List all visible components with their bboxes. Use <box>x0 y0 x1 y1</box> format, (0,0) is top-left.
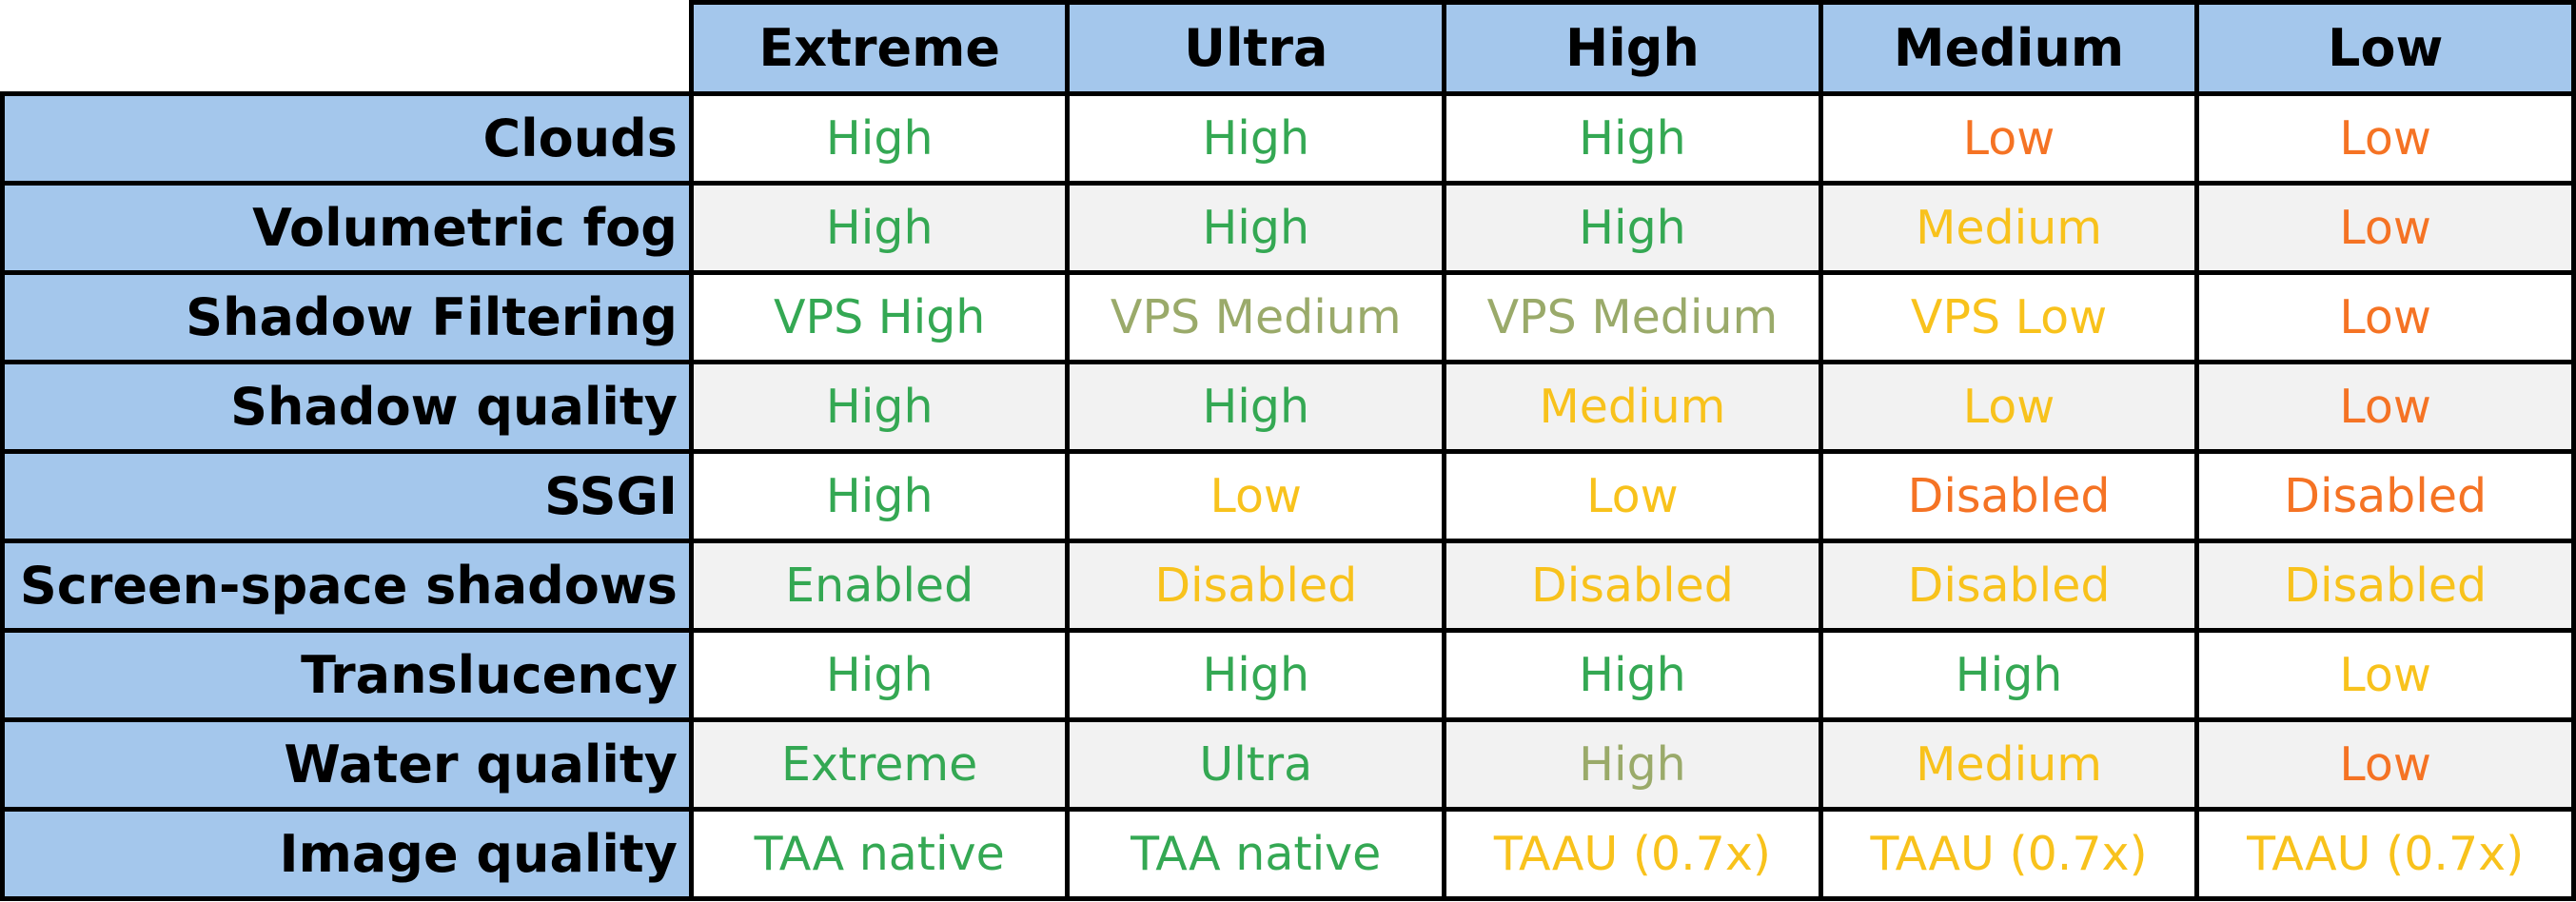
setting-value: High <box>1065 628 1447 722</box>
setting-value: High <box>688 91 1071 186</box>
table-row-shadow-filtering: Shadow Filtering VPS High VPS Medium VPS… <box>0 270 2576 364</box>
row-header: Shadow Filtering <box>0 270 694 364</box>
row-header: Water quality <box>0 717 694 812</box>
table-row-water-quality: Water quality Extreme Ultra High Medium … <box>0 717 2576 812</box>
column-header-row: Extreme Ultra High Medium Low <box>2 0 2576 96</box>
table-row-image-quality: Image quality TAA native TAA native TAAU… <box>0 807 2576 901</box>
setting-value: Disabled <box>1818 539 2200 633</box>
column-header-medium: Medium <box>1818 0 2200 96</box>
table-row-shadow-quality: Shadow quality High High Medium Low Low <box>0 360 2576 454</box>
setting-value: High <box>688 181 1071 275</box>
table-row-volumetric-fog: Volumetric fog High High High Medium Low <box>0 181 2576 275</box>
setting-value: Disabled <box>2194 449 2576 543</box>
setting-value: High <box>1065 181 1447 275</box>
row-header: Shadow quality <box>0 360 694 454</box>
setting-value: Low <box>1065 449 1447 543</box>
setting-value: VPS Medium <box>1442 270 1823 364</box>
column-header-ultra: Ultra <box>1065 0 1447 96</box>
setting-value: VPS Medium <box>1065 270 1447 364</box>
setting-value: High <box>1442 628 1823 722</box>
setting-value: Medium <box>1818 717 2200 812</box>
setting-value: VPS Low <box>1818 270 2200 364</box>
setting-value: TAAU (0.7x) <box>2194 807 2576 901</box>
setting-value: Low <box>1818 91 2200 186</box>
setting-value: Disabled <box>2194 539 2576 633</box>
setting-value: Low <box>2194 91 2576 186</box>
row-header: Image quality <box>0 807 694 901</box>
setting-value: VPS High <box>688 270 1071 364</box>
setting-value: Disabled <box>1442 539 1823 633</box>
setting-value: Low <box>2194 270 2576 364</box>
setting-value: TAAU (0.7x) <box>1818 807 2200 901</box>
setting-value: Extreme <box>688 717 1071 812</box>
table-row-screen-space-shadows: Screen-space shadows Enabled Disabled Di… <box>0 539 2576 633</box>
setting-value: High <box>688 360 1071 454</box>
setting-value: TAA native <box>688 807 1071 901</box>
setting-value: Medium <box>1818 181 2200 275</box>
row-header: SSGI <box>0 449 694 543</box>
setting-value: Low <box>2194 717 2576 812</box>
setting-value: Low <box>1442 449 1823 543</box>
setting-value: Low <box>1818 360 2200 454</box>
column-header-high: High <box>1442 0 1823 96</box>
setting-value: Low <box>2194 360 2576 454</box>
row-header: Translucency <box>0 628 694 722</box>
setting-value: High <box>1065 360 1447 454</box>
column-header-low: Low <box>2194 0 2576 96</box>
setting-value: High <box>1065 91 1447 186</box>
table-row-ssgi: SSGI High Low Low Disabled Disabled <box>0 449 2576 543</box>
setting-value: Low <box>2194 628 2576 722</box>
setting-value: High <box>688 628 1071 722</box>
table-row-translucency: Translucency High High High High Low <box>0 628 2576 722</box>
setting-value: TAAU (0.7x) <box>1442 807 1823 901</box>
setting-value: Enabled <box>688 539 1071 633</box>
setting-value: High <box>1442 181 1823 275</box>
setting-value: Medium <box>1442 360 1823 454</box>
table-row-clouds: Clouds High High High Low Low <box>0 91 2576 186</box>
row-header: Screen-space shadows <box>0 539 694 633</box>
setting-value: High <box>688 449 1071 543</box>
row-header: Volumetric fog <box>0 181 694 275</box>
setting-value: Disabled <box>1818 449 2200 543</box>
setting-value: High <box>1442 91 1823 186</box>
setting-value: TAA native <box>1065 807 1447 901</box>
setting-value: High <box>1818 628 2200 722</box>
setting-value: High <box>1442 717 1823 812</box>
setting-value: Disabled <box>1065 539 1447 633</box>
row-header: Clouds <box>0 91 694 186</box>
setting-value: Low <box>2194 181 2576 275</box>
setting-value: Ultra <box>1065 717 1447 812</box>
column-header-extreme: Extreme <box>688 0 1071 96</box>
corner-cell <box>2 2 692 94</box>
